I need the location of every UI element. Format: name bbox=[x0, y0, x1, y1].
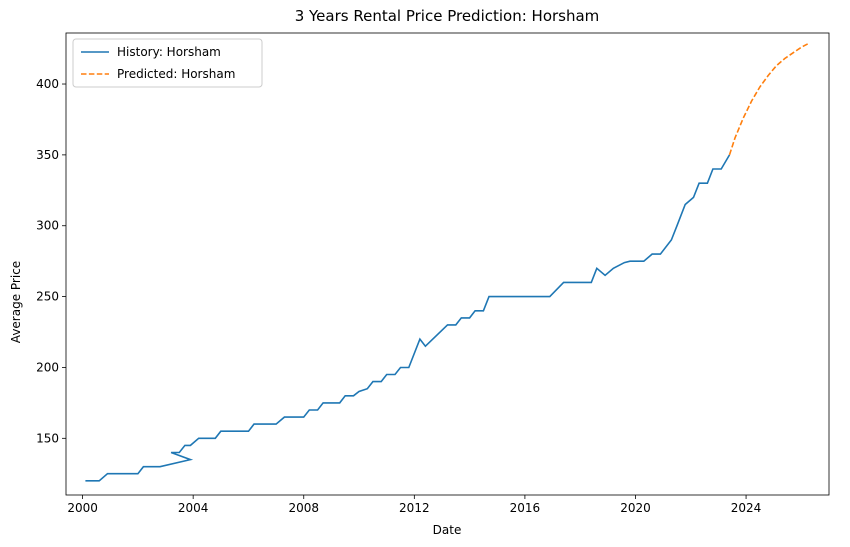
x-tick-label: 2000 bbox=[67, 501, 98, 515]
x-tick-label: 2020 bbox=[620, 501, 651, 515]
chart-title: 3 Years Rental Price Prediction: Horsham bbox=[295, 7, 600, 25]
y-tick-label: 350 bbox=[36, 148, 59, 162]
plot-frame bbox=[65, 32, 830, 496]
y-axis-label: Average Price bbox=[9, 261, 23, 343]
y-tick-label: 150 bbox=[36, 431, 59, 445]
x-tick-label: 2012 bbox=[399, 501, 430, 515]
y-tick-label: 400 bbox=[36, 77, 59, 91]
x-tick-label: 2008 bbox=[288, 501, 319, 515]
x-axis: 2000 2004 2008 2012 2016 2020 2024 bbox=[67, 495, 761, 515]
legend-entry-0: History: Horsham bbox=[117, 45, 221, 59]
legend: History: Horsham Predicted: Horsham bbox=[72, 38, 263, 88]
y-tick-label: 200 bbox=[36, 360, 59, 374]
legend-box bbox=[72, 38, 263, 88]
y-tick-label: 300 bbox=[36, 219, 59, 233]
y-tick-label: 250 bbox=[36, 290, 59, 304]
series-line-1 bbox=[728, 42, 810, 156]
y-axis: 150 200 250 300 350 400 bbox=[36, 77, 66, 445]
x-tick-label: 2016 bbox=[510, 501, 541, 515]
legend-entry-1: Predicted: Horsham bbox=[117, 67, 235, 81]
x-axis-label: Date bbox=[433, 523, 462, 537]
series-line-0 bbox=[85, 154, 731, 482]
x-tick-label: 2024 bbox=[731, 501, 762, 515]
x-tick-label: 2004 bbox=[178, 501, 209, 515]
